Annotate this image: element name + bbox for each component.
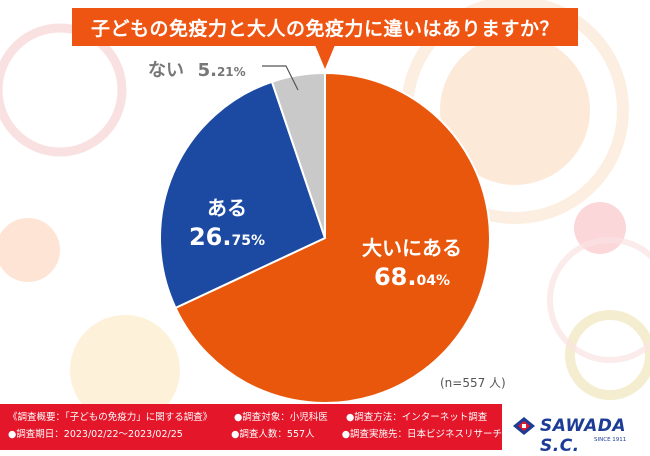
footer-row: 《調査概要：「子どもの免疫力」に関する調査》 ●調査対象：小児科医 ●調査方法：… xyxy=(8,409,502,426)
logo-text: SAWADA S.C. xyxy=(540,416,627,456)
survey-footer: 《調査概要：「子どもの免疫力」に関する調査》 ●調査対象：小児科医 ●調査方法：… xyxy=(0,404,502,450)
deco-circle xyxy=(565,310,650,400)
chart-title: 子どもの免疫力と大人の免疫力に違いはありますか？ xyxy=(90,17,559,40)
deco-circle xyxy=(547,237,650,363)
footer-item: 《調査概要：「子どもの免疫力」に関する調査》 xyxy=(8,412,213,423)
logo-since: SINCE 1911 xyxy=(594,437,627,443)
chart-title-banner: 子どもの免疫力と大人の免疫力に違いはありますか？ xyxy=(72,8,578,46)
footer-item: ●調査期日：2023/02/22～2023/02/25 xyxy=(8,429,183,440)
slice-label-large: 大いにある 68.04% xyxy=(332,232,492,291)
footer-item: ●調査人数：557人 xyxy=(231,429,315,440)
footer-item: ●調査方法：インターネット調査 xyxy=(346,412,488,423)
pie-slice-2 xyxy=(270,71,326,239)
slice-value: 68.04% xyxy=(373,263,451,291)
slice-name: 大いにある xyxy=(362,236,462,260)
deco-circle xyxy=(70,315,180,425)
title-pointer-arrow xyxy=(315,45,335,69)
leader-line xyxy=(262,65,299,91)
sawada-logo-icon xyxy=(513,417,535,435)
footer-item: ●調査対象：小児科医 xyxy=(234,412,328,423)
deco-circle xyxy=(0,23,127,157)
slice-label-none: ない 5.21% xyxy=(148,56,246,82)
slice-value: 5.21% xyxy=(197,60,246,81)
deco-circle xyxy=(440,35,590,185)
pie-slice-1 xyxy=(159,80,327,310)
deco-circle xyxy=(0,218,60,282)
company-logo: SAWADA S.C. SINCE 1911 xyxy=(502,404,650,456)
slice-name: ない xyxy=(148,60,184,81)
slice-label-some: ある 26.75% xyxy=(172,192,282,251)
slice-value: 26.75% xyxy=(188,223,266,251)
footer-item: ●調査実施先：日本ビジネスリサーチ xyxy=(341,429,502,440)
sample-size-note: (n=557 人) xyxy=(440,376,506,390)
pie-slice-0 xyxy=(174,71,491,404)
footer-row: ●調査期日：2023/02/22～2023/02/25 ●調査人数：557人 ●… xyxy=(8,426,502,443)
slice-name: ある xyxy=(207,196,247,220)
